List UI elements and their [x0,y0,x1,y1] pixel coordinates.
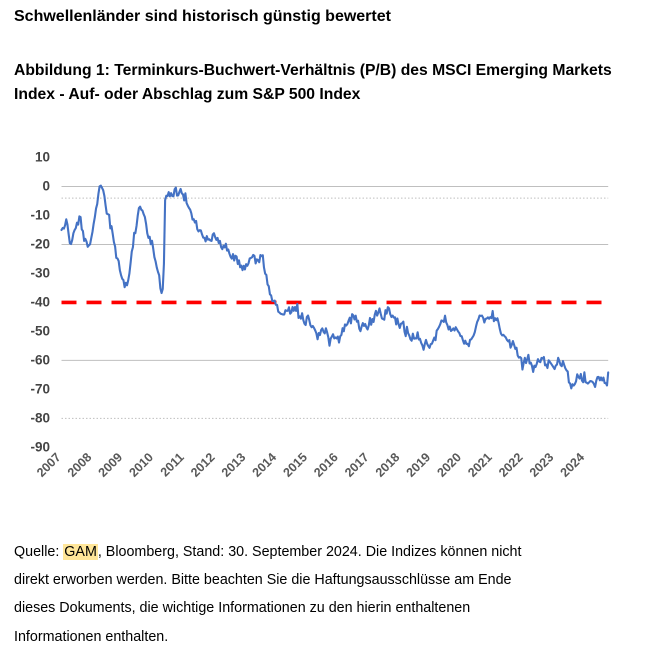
svg-text:2016: 2016 [311,450,341,480]
svg-text:2018: 2018 [373,450,403,480]
svg-text:2012: 2012 [188,450,218,480]
svg-text:2023: 2023 [527,450,557,480]
svg-text:2008: 2008 [65,450,95,480]
svg-text:-40: -40 [30,294,50,309]
svg-text:2014: 2014 [250,450,280,480]
svg-text:2013: 2013 [219,450,249,480]
svg-text:2009: 2009 [96,450,126,480]
svg-text:-10: -10 [30,207,50,222]
svg-text:0: 0 [42,179,50,194]
svg-text:2010: 2010 [126,450,156,480]
svg-text:-70: -70 [30,381,50,396]
svg-text:-50: -50 [30,323,50,338]
svg-text:2019: 2019 [404,450,434,480]
svg-text:2022: 2022 [496,450,526,480]
svg-text:2020: 2020 [434,450,464,480]
svg-text:-90: -90 [30,439,50,454]
svg-text:2021: 2021 [465,450,495,480]
svg-text:2017: 2017 [342,450,372,480]
svg-text:-20: -20 [30,236,50,251]
svg-text:-80: -80 [30,410,50,425]
svg-text:2011: 2011 [158,450,187,479]
svg-text:2024: 2024 [558,450,588,480]
svg-text:2015: 2015 [280,450,310,480]
svg-text:2007: 2007 [34,450,64,480]
svg-text:-60: -60 [30,352,50,367]
svg-text:-30: -30 [30,265,50,280]
svg-text:10: 10 [35,150,50,165]
